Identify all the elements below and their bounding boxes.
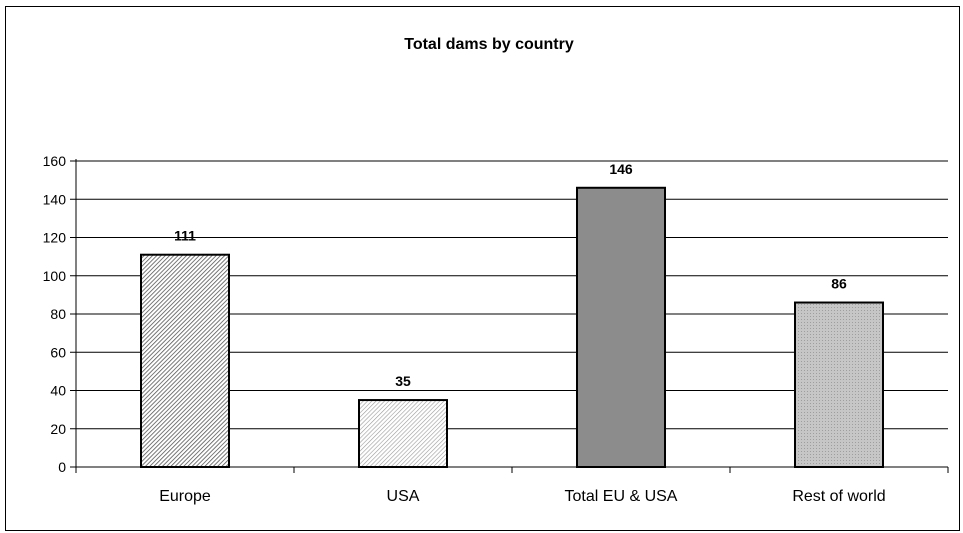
chart-svg: Total dams by country 0 20 40 60 80 100 120 140… (43, 36, 949, 505)
y-tick-label: 0 (58, 459, 66, 475)
data-label: 86 (831, 276, 847, 292)
y-tick-label: 40 (50, 383, 66, 399)
y-tick-label: 120 (43, 230, 67, 246)
bar (140, 253, 230, 468)
y-tick-label: 140 (43, 191, 67, 207)
y-tick-label: 160 (43, 153, 67, 169)
y-tick-label: 80 (50, 306, 66, 322)
bar-layer (140, 186, 884, 468)
data-label: 146 (609, 161, 633, 177)
data-label: 35 (395, 373, 411, 389)
y-tick-label: 100 (43, 268, 67, 284)
y-tick-label: 20 (50, 421, 66, 437)
x-tick-label: USA (387, 488, 420, 505)
x-tick-label: Rest of world (792, 488, 885, 505)
axis-layer (70, 159, 949, 473)
y-tick-label: 60 (50, 344, 66, 360)
bar (576, 186, 666, 468)
chart-title: Total dams by country (404, 36, 574, 53)
data-label: 111 (174, 228, 196, 244)
bar (794, 301, 884, 468)
x-tick-label: Europe (159, 488, 211, 505)
bar (358, 399, 448, 468)
x-tick-label: Total EU & USA (565, 488, 678, 505)
label-layer: 0 20 40 60 80 100 120 140 160 111 Europe 35 USA 146 To… (43, 153, 886, 505)
chart-frame: Total dams by country 0 20 40 60 80 100 120 140… (5, 6, 960, 531)
